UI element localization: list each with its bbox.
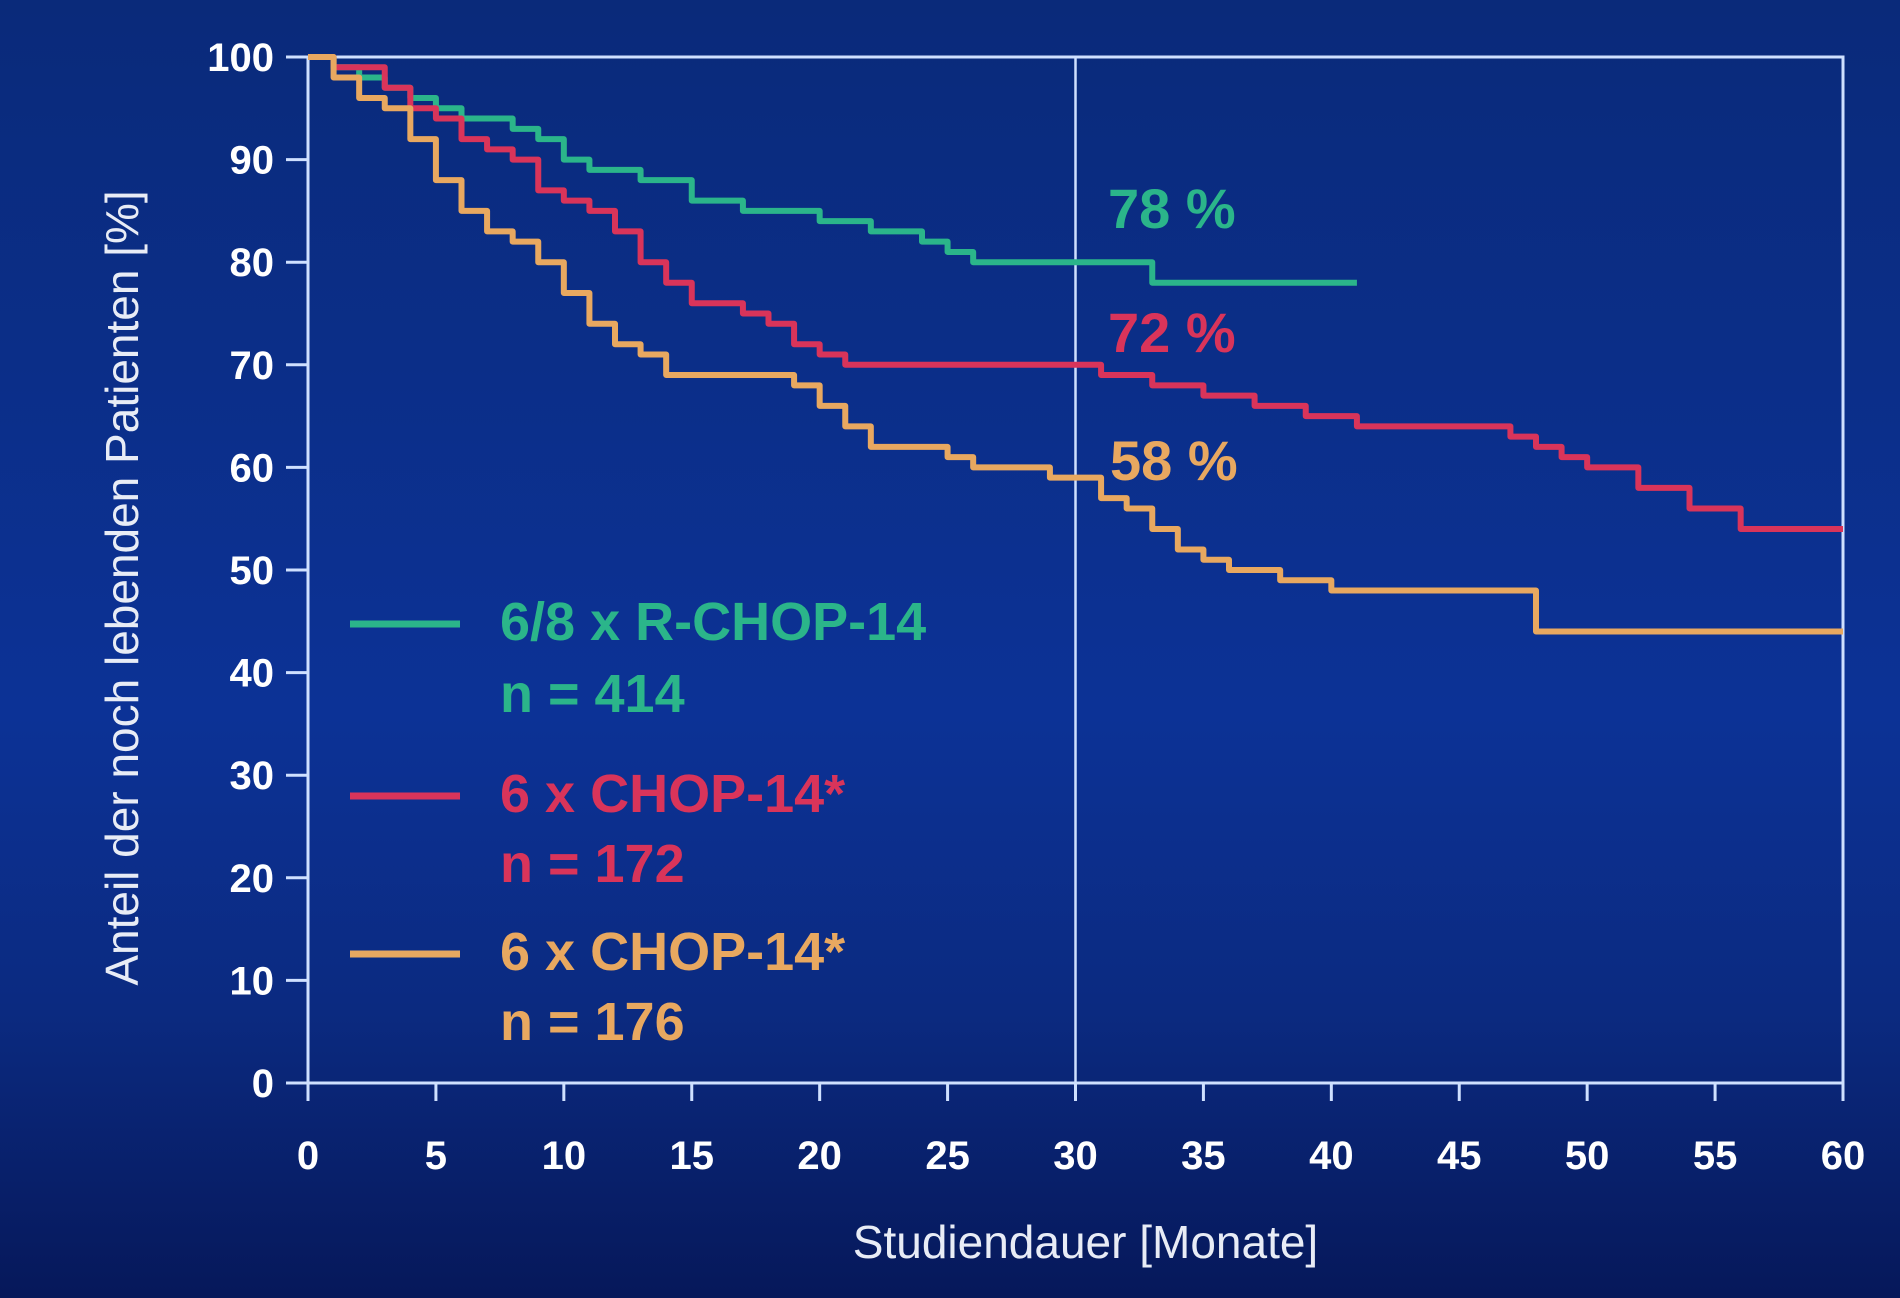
y-tick-label: 10: [230, 959, 275, 1003]
x-tick-label: 0: [297, 1134, 319, 1178]
y-tick-label: 0: [252, 1062, 274, 1106]
x-tick-label: 55: [1693, 1134, 1738, 1178]
axes-layer: 0 10 20 30 40 50 60 70 80 90 100 0 5 10 15 20 25 30 35 40 45…: [96, 36, 1865, 1268]
end-value-label-3: 58 %: [1110, 429, 1238, 492]
y-tick-label: 90: [230, 139, 275, 183]
legend-layer: 6/8 x R-CHOP-14 n = 414 6 x CHOP-14* n = 17…: [350, 592, 926, 1052]
x-tick-label: 35: [1181, 1134, 1226, 1178]
x-tick-label: 40: [1309, 1134, 1354, 1178]
legend-name-1: 6/8 x R-CHOP-14: [500, 592, 926, 652]
x-tick-label: 10: [542, 1134, 587, 1178]
x-tick-label: 45: [1437, 1134, 1482, 1178]
series-line-1: [308, 54, 1357, 286]
y-tick-label: 60: [230, 446, 275, 490]
x-tick-label: 50: [1565, 1134, 1610, 1178]
x-tick-label: 5: [425, 1134, 447, 1178]
legend-name-3: 6 x CHOP-14*: [500, 922, 845, 982]
labels-layer: 78 % 72 % 58 %: [1108, 177, 1238, 492]
series-line-2: [308, 54, 1843, 532]
y-tick-label: 100: [207, 36, 274, 80]
series-layer: [308, 54, 1843, 635]
x-tick-label: 30: [1053, 1134, 1098, 1178]
y-axis-label: Anteil der noch lebenden Patienten [%]: [96, 190, 148, 985]
y-tick-label: 50: [230, 549, 275, 593]
legend-name-2: 6 x CHOP-14*: [500, 764, 845, 824]
y-tick-label: 40: [230, 652, 275, 696]
x-tick-label: 60: [1821, 1134, 1866, 1178]
legend-n-1: n = 414: [500, 664, 685, 724]
x-tick-label: 15: [670, 1134, 715, 1178]
legend-n-2: n = 172: [500, 834, 685, 894]
y-tick-label: 20: [230, 857, 275, 901]
end-value-label-1: 78 %: [1108, 177, 1236, 240]
end-value-label-2: 72 %: [1108, 301, 1236, 364]
y-tick-label: 70: [230, 344, 275, 388]
x-tick-label: 20: [797, 1134, 842, 1178]
legend-n-3: n = 176: [500, 992, 685, 1052]
x-axis-label: Studiendauer [Monate]: [853, 1216, 1318, 1268]
series-line-3: [308, 54, 1843, 635]
y-tick-label: 30: [230, 754, 275, 798]
y-tick-label: 80: [230, 241, 275, 285]
x-tick-label: 25: [925, 1134, 970, 1178]
